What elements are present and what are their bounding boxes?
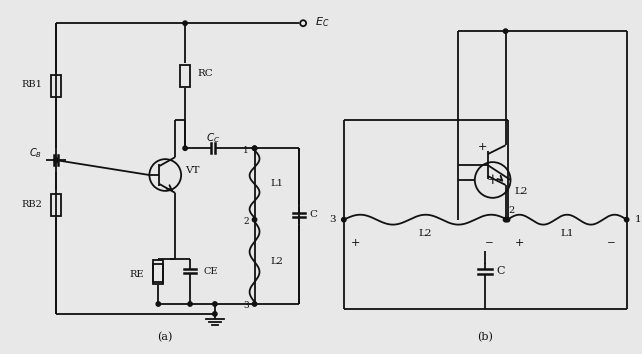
Circle shape bbox=[156, 302, 160, 306]
Text: RC: RC bbox=[197, 69, 213, 78]
Text: 3: 3 bbox=[329, 215, 336, 224]
Text: $C_C$: $C_C$ bbox=[205, 131, 220, 145]
Text: RE: RE bbox=[129, 270, 143, 279]
Text: RB1: RB1 bbox=[21, 80, 42, 89]
Text: L2: L2 bbox=[270, 257, 283, 266]
Text: (a): (a) bbox=[157, 332, 173, 342]
Text: 1: 1 bbox=[634, 215, 641, 224]
Text: +: + bbox=[515, 239, 524, 249]
Text: 1: 1 bbox=[243, 146, 248, 155]
Circle shape bbox=[188, 302, 192, 306]
Text: VT: VT bbox=[185, 166, 200, 175]
Circle shape bbox=[213, 302, 217, 306]
Text: L1: L1 bbox=[560, 229, 574, 238]
Text: 2: 2 bbox=[508, 206, 515, 215]
Circle shape bbox=[183, 21, 187, 25]
Text: −: − bbox=[607, 239, 616, 248]
Circle shape bbox=[213, 312, 217, 316]
Bar bbox=[180, 65, 190, 87]
Text: $C_B$: $C_B$ bbox=[29, 146, 42, 160]
Text: −: − bbox=[485, 239, 494, 248]
Circle shape bbox=[183, 146, 187, 150]
Bar bbox=[153, 264, 163, 284]
Text: C: C bbox=[497, 266, 505, 276]
Text: L2: L2 bbox=[419, 229, 433, 238]
Bar bbox=[51, 194, 61, 216]
Circle shape bbox=[503, 217, 508, 222]
Circle shape bbox=[252, 146, 257, 150]
Circle shape bbox=[252, 217, 257, 222]
Text: CE: CE bbox=[204, 267, 218, 276]
Text: RB2: RB2 bbox=[21, 200, 42, 209]
Circle shape bbox=[252, 302, 257, 306]
Circle shape bbox=[342, 217, 346, 222]
Text: +: + bbox=[351, 239, 360, 249]
Bar bbox=[153, 260, 163, 282]
Text: L2: L2 bbox=[514, 187, 528, 196]
Text: +: + bbox=[478, 142, 487, 152]
Circle shape bbox=[625, 217, 629, 222]
Circle shape bbox=[505, 217, 510, 222]
Circle shape bbox=[54, 158, 58, 162]
Circle shape bbox=[503, 29, 508, 33]
Text: L1: L1 bbox=[270, 179, 283, 188]
Text: +: + bbox=[487, 173, 498, 187]
Text: 2: 2 bbox=[243, 217, 248, 226]
Bar bbox=[51, 75, 61, 97]
Text: (b): (b) bbox=[477, 332, 492, 342]
Circle shape bbox=[252, 146, 257, 150]
Text: 3: 3 bbox=[243, 302, 248, 310]
Text: $E_C$: $E_C$ bbox=[315, 15, 329, 29]
Text: C: C bbox=[309, 210, 317, 219]
